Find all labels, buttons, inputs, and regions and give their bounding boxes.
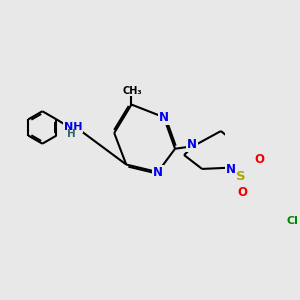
Text: N: N <box>187 138 197 151</box>
Text: N: N <box>159 111 169 124</box>
Text: NH: NH <box>64 122 82 133</box>
Text: O: O <box>237 186 247 200</box>
Text: N: N <box>226 163 236 176</box>
Text: N: N <box>153 166 163 178</box>
Text: CH₃: CH₃ <box>122 86 142 96</box>
Text: O: O <box>254 153 264 166</box>
Text: S: S <box>236 170 246 183</box>
Text: Cl: Cl <box>286 216 298 226</box>
Text: H: H <box>67 129 76 139</box>
